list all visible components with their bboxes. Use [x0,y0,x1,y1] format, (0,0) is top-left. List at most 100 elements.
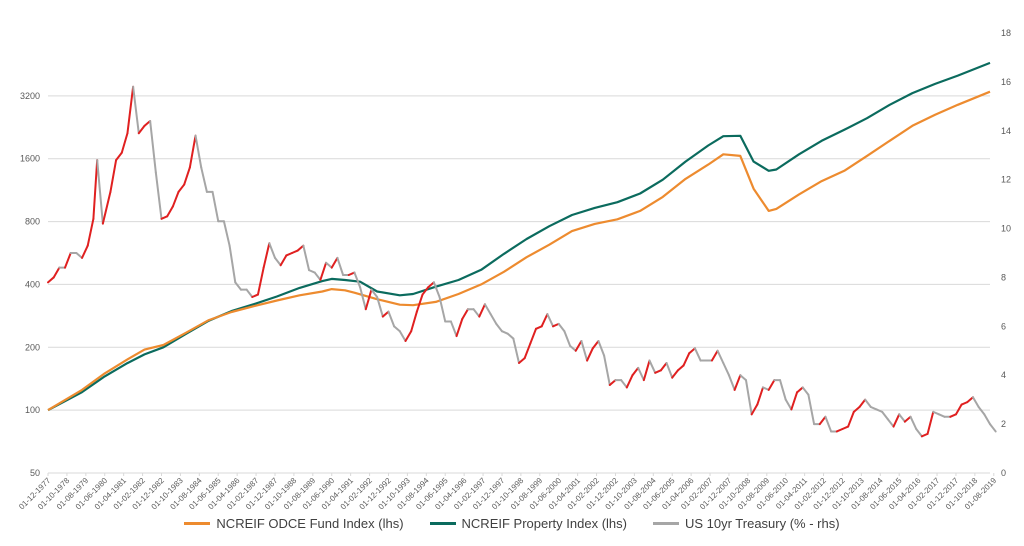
legend-swatch-property [429,522,456,525]
series-segment-treasury-rising [926,410,935,435]
series-segment-treasury [489,313,498,325]
series-segment-treasury [472,308,481,318]
series-segment-treasury [546,313,555,328]
series-segment-treasury [483,303,492,316]
series-segment-treasury-rising [835,428,844,433]
series-segment-treasury-rising [296,244,305,252]
series-segment-treasury-rising [858,398,867,408]
series-segment-treasury [194,134,203,169]
left-tick-label: 800 [25,217,40,227]
legend-item-property: NCREIF Property Index (lhs) [429,516,627,531]
series-segment-treasury [308,269,316,274]
series-segment-treasury [569,344,577,352]
series-segment-treasury [228,244,237,284]
series-segment-treasury-rising [81,244,89,259]
series-segment-treasury [302,244,311,272]
series-segment-treasury-rising [166,205,174,218]
right-tick-label: 16 [1001,77,1011,87]
series-segment-treasury-rising [319,261,328,281]
series-segment-treasury [234,281,242,291]
series-segment-treasury-rising [415,293,424,313]
line-chart: 501002004008001600320002468101214161801-… [17,28,1011,511]
legend-item-treasury: US 10yr Treasury (% - rhs) [652,516,840,531]
series-segment-treasury-rising [586,347,594,362]
series-segment-treasury [200,166,208,193]
series-segment-treasury [512,337,520,364]
series-segment-treasury-rising [143,120,152,127]
series-segment-treasury-rising [671,369,679,379]
series-segment-treasury-rising [64,252,72,269]
series-segment-treasury-rising [552,322,560,328]
series-segment-treasury-rising [535,325,543,330]
series-segment-treasury [875,408,884,413]
series-segment-treasury-rising [381,310,390,318]
left-tick-label: 400 [25,279,40,289]
series-segment-treasury-rising [676,364,685,372]
series-segment-treasury-rising [920,432,929,438]
series-line-property [47,61,991,412]
series-segment-treasury [96,159,104,225]
series-segment-treasury-rising [688,347,696,355]
series-segment-treasury-rising [591,340,600,350]
series-segment-treasury [432,281,441,298]
series-segment-treasury [762,386,770,391]
series-segment-treasury-rising [574,340,583,352]
series-segment-treasury [313,271,322,281]
series-segment-treasury-rising [852,406,861,413]
series-segment-treasury [222,220,231,247]
series-segment-treasury-rising [750,403,759,416]
series-segment-treasury-rising [966,396,974,404]
series-segment-treasury [132,85,140,135]
series-segment-treasury-rising [529,327,538,345]
series-segment-treasury-rising [767,379,776,391]
series-segment-treasury-rising [523,342,532,360]
series-segment-treasury-rising [654,369,662,374]
series-segment-treasury [393,325,401,333]
left-tick-label: 50 [30,468,40,478]
series-segment-treasury-rising [954,403,963,416]
series-segment-treasury-rising [256,266,265,296]
series-segment-treasury [398,330,407,342]
series-segment-treasury [603,354,611,386]
series-segment-treasury-rising [455,318,464,338]
series-segment-treasury [989,423,997,433]
right-tick-label: 10 [1001,224,1011,234]
right-tick-label: 4 [1001,370,1006,380]
series-segment-treasury [881,410,889,421]
series-segment-treasury [637,366,645,382]
series-segment-treasury-rising [188,134,197,169]
series-segment-treasury [971,396,980,408]
series-segment-treasury-rising [461,308,469,320]
legend-swatch-treasury [652,522,679,525]
legend-label-property: NCREIF Property Index (lhs) [461,516,627,531]
series-segment-treasury [886,418,895,428]
series-segment-treasury [370,288,379,298]
right-tick-label: 18 [1001,28,1011,38]
right-tick-label: 14 [1001,126,1011,136]
series-segment-treasury [359,286,367,311]
series-segment-treasury [336,256,345,276]
series-segment-treasury [909,415,918,430]
series-segment-treasury-rising [949,413,957,418]
series-segment-treasury [353,271,362,289]
series-segment-treasury [801,386,810,396]
series-segment-treasury-rising [659,362,668,372]
series-segment-treasury [932,410,940,416]
series-segment-treasury [211,190,220,223]
series-segment-treasury [495,322,503,333]
series-segment-treasury [665,362,674,379]
series-segment-treasury-rising [796,386,804,394]
series-segment-treasury [506,332,515,340]
series-segment-treasury-rising [631,366,640,377]
series-segment-treasury [580,340,589,362]
series-segment-treasury [898,413,906,423]
chart-legend: NCREIF ODCE Fund Index (lhs) NCREIF Prop… [0,516,1024,531]
series-segment-treasury-rising [364,288,373,311]
right-tick-label: 8 [1001,272,1006,282]
series-segment-treasury-rising [608,379,617,386]
right-tick-label: 0 [1001,468,1006,478]
series-segment-treasury-rising [171,190,180,208]
series-segment-treasury-rising [177,183,186,193]
series-segment-treasury-rising [790,391,799,411]
